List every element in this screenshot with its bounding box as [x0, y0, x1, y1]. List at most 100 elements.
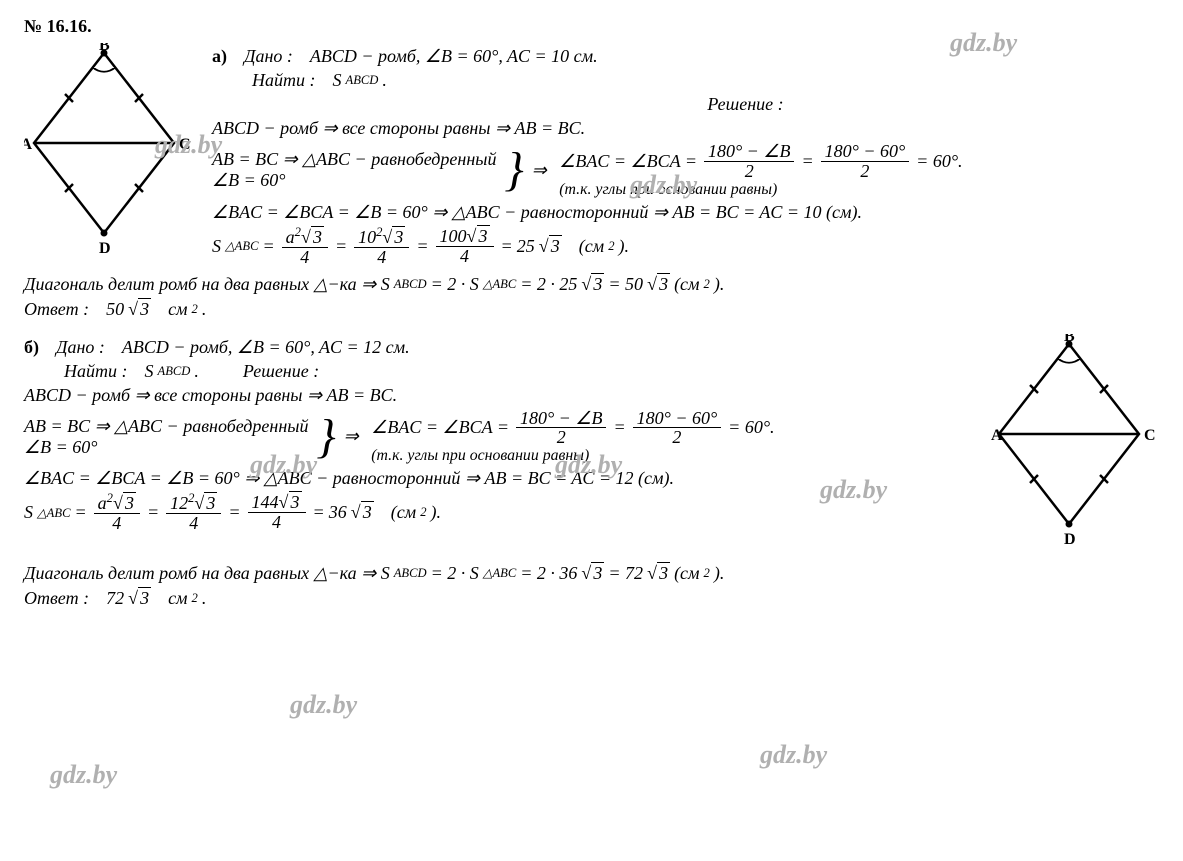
- s-eq-b: =: [74, 502, 86, 523]
- diag-calc-b: = 2 · 36: [520, 563, 577, 584]
- diag-unit-a: (см: [674, 274, 699, 295]
- line3-b: ∠BAC = ∠BCA = ∠B = 60° ⇒ △ABC − равносто…: [24, 468, 971, 489]
- sres-sqrt-b: 3: [361, 501, 374, 522]
- brace-after2-a: = 60°.: [916, 151, 962, 172]
- part-a-row: B A C D а) Дано : ABCD − ромб, ∠B = 60°,…: [24, 43, 1159, 270]
- diag-uend-b: ).: [714, 563, 725, 584]
- diag-mid-a: = 2 · S: [431, 274, 479, 295]
- f2d-b: 2: [668, 428, 685, 447]
- dano-a: ABCD − ромб, ∠B = 60°, AC = 10 см.: [310, 46, 598, 67]
- diag-res-b: = 72: [608, 563, 643, 584]
- diag-uend-a: ).: [714, 274, 725, 295]
- problem-number: № 16.16.: [24, 16, 1159, 37]
- otvet-usup-a: 2: [192, 302, 198, 317]
- otvet-end-a: .: [202, 299, 207, 320]
- brace-after1-b: ∠BAC = ∠BCA =: [371, 417, 509, 438]
- naiti-label-b: Найти :: [64, 361, 128, 382]
- rhombus-a-svg: B A C D: [24, 43, 194, 263]
- otvet-unit-a: см: [168, 299, 187, 320]
- eq4-b: =: [313, 502, 325, 523]
- s-pref-a: S: [212, 236, 221, 257]
- brace-l1-a: AB = BC ⇒ △ABC − равнобедренный: [212, 149, 496, 170]
- diag-sqrt-a: 3: [591, 273, 604, 294]
- line3-a: ∠BAC = ∠BCA = ∠B = 60° ⇒ △ABC − равносто…: [212, 202, 1159, 223]
- eq-b: =: [613, 417, 625, 438]
- part-b-row: б) Дано : ABCD − ромб, ∠B = 60°, AC = 12…: [24, 334, 1159, 559]
- sf2sqrt-a: 3: [392, 226, 405, 247]
- sf3sqrt-b: 3: [289, 491, 302, 512]
- f2n-a: 180° − 60°: [821, 142, 910, 162]
- s-sub-a: △ABC: [225, 238, 258, 254]
- diag-sqrt-b: 3: [591, 562, 604, 583]
- brace-note-b: (т.к. углы при основании равны): [371, 447, 589, 465]
- dano-label-b: Дано :: [56, 337, 105, 358]
- reshenie-b: Решение :: [243, 361, 319, 382]
- otvet-sqrt-a: 3: [138, 298, 151, 319]
- label-D-b: D: [1064, 531, 1076, 548]
- sf3sqrt-a: 3: [477, 225, 490, 246]
- label-A: A: [24, 136, 32, 153]
- sf3d-a: 4: [456, 247, 473, 266]
- f1n-b: 180° − ∠B: [516, 409, 606, 429]
- part-a-label: а): [212, 46, 227, 67]
- s-sub-b: △ABC: [37, 505, 70, 521]
- f1d-a: 2: [741, 162, 758, 181]
- sf1d-b: 4: [108, 514, 125, 533]
- sunit-end-a: ).: [618, 236, 629, 257]
- otvet-usup-b: 2: [192, 591, 198, 606]
- brace-l2-a: ∠B = 60°: [212, 170, 496, 191]
- watermark: gdz.by: [290, 690, 357, 720]
- sunit-b: (см: [391, 502, 416, 523]
- diag-usup-b: 2: [704, 566, 710, 581]
- eq2-a: =: [335, 236, 347, 257]
- rhombus-b-svg: B A C D: [989, 334, 1159, 554]
- naiti-S-a: S: [333, 70, 342, 91]
- label-C-b: C: [1144, 427, 1156, 444]
- diagram-a: B A C D: [24, 43, 194, 268]
- dano-b: ABCD − ромб, ∠B = 60°, AC = 12 см.: [122, 337, 410, 358]
- brace-note-a: (т.к. углы при основании равны): [559, 181, 777, 199]
- otvet-unit-b: см: [168, 588, 187, 609]
- sf1sqrt-b: 3: [123, 492, 136, 513]
- sunit-end-b: ).: [430, 502, 441, 523]
- naiti-end-a: .: [382, 70, 387, 91]
- brace-after2-b: = 60°.: [728, 417, 774, 438]
- sf1sqrt-a: 3: [311, 226, 324, 247]
- sf1a-b: a: [98, 493, 107, 513]
- diagram-b: B A C D: [989, 334, 1159, 559]
- otvet-label-b: Ответ :: [24, 588, 89, 609]
- diag-a: Диагональ делит ромб на два равных △−ка …: [24, 274, 390, 295]
- sf3v-b: 144: [252, 492, 279, 512]
- sunit-a: (см: [579, 236, 604, 257]
- arrow-b: ⇒: [344, 426, 359, 447]
- sf3d-b: 4: [268, 513, 285, 532]
- dano-label-a: Дано :: [244, 46, 293, 67]
- naiti-label-a: Найти :: [252, 70, 316, 91]
- eq4-a: =: [501, 236, 513, 257]
- eq2-b: =: [147, 502, 159, 523]
- label-D: D: [99, 240, 111, 257]
- diag-mid-b: = 2 · S: [431, 563, 479, 584]
- diag-calc-a: = 2 · 25: [520, 274, 577, 295]
- label-B: B: [99, 43, 110, 54]
- naiti-S-b: S: [145, 361, 154, 382]
- part-a-content: а) Дано : ABCD − ромб, ∠B = 60°, AC = 10…: [212, 43, 1159, 270]
- otvet-val-b: 72: [106, 588, 124, 609]
- sf2d-a: 4: [373, 248, 390, 267]
- eq-a: =: [801, 151, 813, 172]
- reshenie-a: Решение :: [332, 94, 1159, 115]
- watermark: gdz.by: [760, 740, 827, 770]
- diag-sub2-a: △ABC: [483, 276, 516, 292]
- sf2sqrt-b: 3: [204, 492, 217, 513]
- sres-a: 25: [517, 236, 535, 257]
- arrow-a: ⇒: [532, 160, 547, 181]
- sf2b-b: 12: [170, 493, 188, 513]
- sf1d-a: 4: [296, 248, 313, 267]
- diag-sqrt2-b: 3: [657, 562, 670, 583]
- otvet-end-b: .: [202, 588, 207, 609]
- s-eq-a: =: [262, 236, 274, 257]
- otvet-label-a: Ответ :: [24, 299, 89, 320]
- line1-a: ABCD − ромб ⇒ все стороны равны ⇒ AB = B…: [212, 118, 1159, 139]
- sunit-sup-b: 2: [420, 505, 426, 520]
- sunit-sup-a: 2: [608, 239, 614, 254]
